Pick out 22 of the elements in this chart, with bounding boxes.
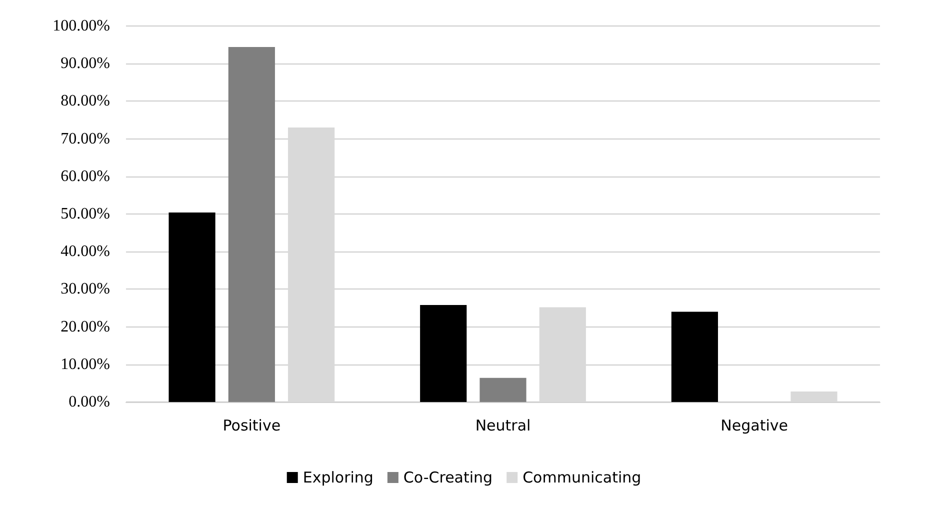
y-tick-label: 80.00% — [60, 92, 110, 110]
x-tick-label: Negative — [720, 416, 788, 434]
x-tick-label: Positive — [222, 416, 281, 434]
bar — [168, 212, 216, 402]
y-tick-label: 60.00% — [60, 168, 110, 185]
legend-label: Exploring — [302, 468, 374, 486]
y-tick-label: 10.00% — [60, 356, 110, 373]
bar — [480, 378, 526, 402]
y-tick-label: 70.00% — [60, 130, 110, 148]
y-tick-label: 40.00% — [60, 243, 110, 260]
y-tick-label: 20.00% — [60, 318, 110, 336]
y-tick-label: 90.00% — [60, 55, 110, 72]
legend-label: Co-Creating — [403, 468, 493, 486]
y-tick-label: 100.00% — [52, 18, 110, 34]
x-tick-label: Neutral — [475, 416, 531, 434]
y-tick-label: 50.00% — [60, 206, 110, 222]
y-tick-label: 30.00% — [60, 280, 110, 298]
bar — [228, 47, 275, 402]
bar — [671, 312, 718, 402]
legend-label: Communicating — [522, 468, 642, 486]
y-tick-label: 0.00% — [68, 394, 110, 410]
bar — [420, 304, 467, 402]
